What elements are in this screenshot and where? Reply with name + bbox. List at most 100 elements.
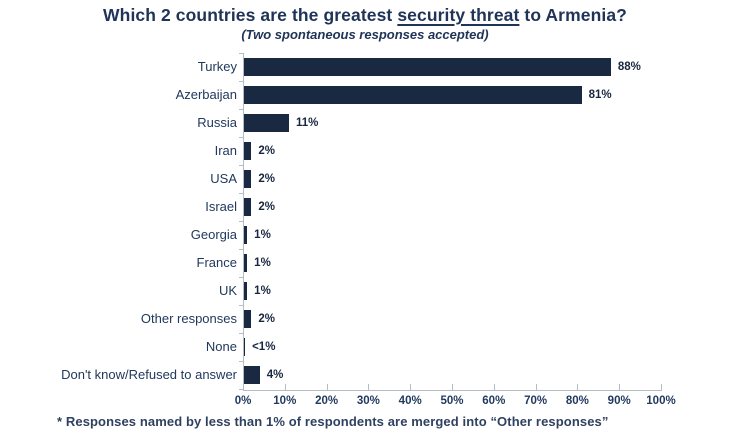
x-axis-tick [284, 384, 286, 391]
category-label: Israel [205, 199, 237, 214]
value-label: 2% [258, 145, 275, 157]
x-axis-line [243, 384, 662, 391]
bar-row: Iran 2% [13, 137, 661, 165]
y-axis-tick [239, 109, 243, 110]
bar-track: 1% [243, 249, 661, 277]
x-axis-tick [493, 384, 495, 391]
x-axis-tick [410, 384, 412, 391]
bar [243, 58, 611, 76]
value-label: 2% [258, 313, 275, 325]
category-label: Don't know/Refused to answer [61, 367, 237, 382]
value-label: 1% [254, 229, 271, 241]
x-axis-labels: 0% 10% 20% 30% 40% 50% 60% 70% 80% 90% 100% [235, 395, 676, 409]
x-axis-tick-label: 30% [356, 395, 380, 407]
category-label: Georgia [190, 227, 237, 242]
x-axis-tick-label: 90% [607, 395, 631, 407]
y-axis-tick [239, 249, 243, 250]
bar [243, 142, 252, 160]
bar [243, 114, 289, 132]
bar-row: Other responses 2% [13, 305, 661, 333]
chart-title-suffix: to Armenia? [519, 5, 627, 25]
x-axis-tick [535, 384, 537, 391]
x-axis-tick [452, 384, 453, 391]
bar [243, 170, 252, 188]
x-axis-tick [326, 384, 328, 391]
value-label: 1% [254, 285, 271, 297]
bar-track: 1% [243, 277, 661, 305]
bar-track: 2% [243, 305, 661, 333]
bar-track: 4% [243, 361, 661, 389]
bar-row: USA 2% [13, 165, 661, 193]
value-label: 2% [258, 201, 275, 213]
x-axis-tick [577, 384, 579, 391]
chart-subtitle: (Two spontaneous responses accepted) [241, 27, 489, 42]
bar-row: Turkey 88% [13, 53, 661, 81]
y-axis-tick [239, 53, 243, 54]
bar-track: 2% [243, 165, 661, 193]
bar [243, 338, 246, 356]
x-axis-tick-label: 10% [273, 395, 297, 407]
value-label: 11% [295, 117, 319, 129]
x-axis-tick [661, 384, 662, 391]
x-axis-tick-label: 60% [482, 395, 506, 407]
category-label: France [196, 255, 237, 270]
bar-rows: Turkey 88% Azerbaijan 81% Russia 11% Iran 2% USA… [13, 53, 661, 389]
category-label: Iran [214, 143, 237, 158]
chart-title: Which 2 countries are the greatest secur… [0, 5, 730, 26]
chart-title-prefix: Which 2 countries are the greatest [103, 5, 398, 25]
category-label: Azerbaijan [175, 87, 237, 102]
bar-row: UK 1% [13, 277, 661, 305]
bar [243, 86, 582, 104]
category-label: Russia [197, 115, 237, 130]
x-axis-tick [368, 384, 370, 391]
bar-row: Azerbaijan 81% [13, 81, 661, 109]
x-axis-tick-label: 20% [315, 395, 339, 407]
x-axis-tick-label: 50% [440, 395, 464, 407]
y-axis-line [239, 53, 244, 390]
bar-track: 88% [243, 53, 661, 81]
bar-row: None <1% [13, 333, 661, 361]
category-label: None [205, 339, 237, 354]
y-axis-tick [239, 333, 243, 334]
x-axis-tick-label: 70% [524, 395, 548, 407]
x-axis-tick-label: 40% [398, 395, 422, 407]
y-axis-tick [239, 81, 243, 82]
value-label: 4% [266, 369, 284, 381]
bar-track: 81% [243, 81, 661, 109]
category-label: UK [218, 283, 237, 298]
bar-track: 2% [243, 137, 661, 165]
bar [243, 310, 252, 328]
y-axis-tick [239, 361, 243, 362]
category-label: USA [210, 171, 237, 186]
bar-row: France 1% [13, 249, 661, 277]
bar-row: Israel 2% [13, 193, 661, 221]
value-label: <1% [252, 341, 276, 353]
y-axis-tick [239, 305, 243, 306]
x-axis-tick [619, 384, 621, 391]
bar-track: 2% [243, 193, 661, 221]
y-axis-tick [239, 137, 243, 138]
bar-row: Russia 11% [13, 109, 661, 137]
x-axis-tick-label: 0% [234, 395, 252, 407]
footnote: * Responses named by less than 1% of res… [57, 414, 609, 429]
y-axis-tick [239, 165, 243, 166]
bar-row: Don't know/Refused to answer 4% [13, 361, 661, 389]
bar [243, 366, 260, 384]
bar-track: <1% [243, 333, 661, 361]
x-axis-tick [243, 384, 244, 391]
bar [243, 254, 248, 272]
bar [243, 282, 248, 300]
category-label: Turkey [197, 59, 237, 74]
bar [243, 226, 248, 244]
value-label: 88% [617, 61, 641, 73]
bar-track: 11% [243, 109, 661, 137]
y-axis-tick [239, 221, 243, 222]
x-axis-tick-label: 100% [646, 395, 676, 407]
y-axis-tick [239, 389, 243, 390]
y-axis-tick [239, 193, 243, 194]
category-label: Other responses [140, 311, 237, 326]
value-label: 81% [588, 89, 612, 101]
value-label: 1% [254, 257, 271, 269]
bar [243, 198, 252, 216]
